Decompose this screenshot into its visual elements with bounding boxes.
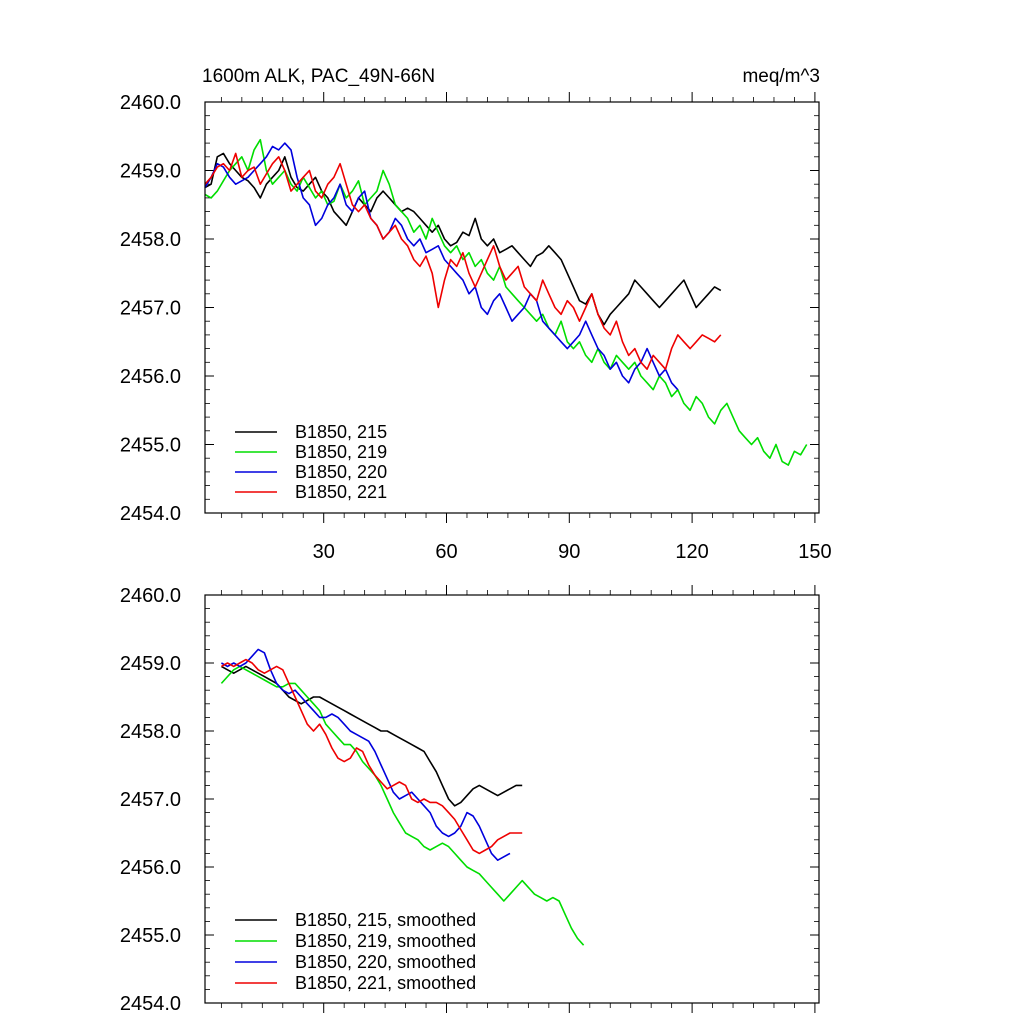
y-tick-label: 2459.0	[120, 653, 181, 675]
y-tick-label: 2456.0	[120, 857, 181, 879]
y-tick-label: 2454.0	[120, 503, 181, 525]
bottom-panel: 2454.0 2455.0 2456.0 2457.0 2458.0 2459.0 2460…	[120, 585, 820, 1015]
y-tick-label: 2460.0	[120, 585, 181, 607]
y-tick-label: 2457.0	[120, 789, 181, 811]
series-line-3	[204, 142, 679, 391]
legend-label: B1850, 215, smoothed	[295, 910, 476, 930]
legend-label: B1850, 221, smoothed	[295, 973, 476, 993]
top-series-lines	[204, 138, 808, 466]
top-ticks: 2454.0 2455.0 2456.0 2457.0 2458.0 2459.0 2460…	[120, 92, 832, 563]
y-tick-label: 2454.0	[120, 993, 181, 1015]
y-tick-label: 2458.0	[120, 229, 181, 251]
y-tick-label: 2456.0	[120, 366, 181, 388]
legend-label: B1850, 220, smoothed	[295, 952, 476, 972]
series-line-4	[221, 658, 523, 855]
series-line-1	[204, 152, 722, 326]
bottom-ticks: 2454.0 2455.0 2456.0 2457.0 2458.0 2459.0 2460…	[120, 585, 819, 1015]
legend-label: B1850, 219	[295, 442, 387, 462]
legend-label: B1850, 221	[295, 482, 387, 502]
legend-label: B1850, 215	[295, 422, 387, 442]
y-tick-label: 2455.0	[120, 925, 181, 947]
y-tick-label: 2455.0	[120, 435, 181, 457]
y-tick-label: 2460.0	[120, 92, 181, 114]
y-tick-label: 2457.0	[120, 298, 181, 320]
x-tick-label: 60	[435, 541, 457, 563]
series-line-1	[221, 665, 523, 807]
y-tick-label: 2459.0	[120, 161, 181, 183]
top-plot-frame	[204, 101, 820, 514]
x-tick-label: 150	[798, 541, 831, 563]
legend-label: B1850, 219, smoothed	[295, 931, 476, 951]
units-label: meq/m^3	[742, 66, 820, 87]
bottom-plot-frame	[204, 594, 820, 1004]
series-line-2	[220, 665, 585, 946]
series-line-2	[204, 138, 808, 466]
series-line-3	[221, 648, 511, 862]
bottom-series-lines	[220, 648, 585, 946]
legend-label: B1850, 220	[295, 462, 387, 482]
top-panel: 1600m ALK, PAC_49N-66N meq/m^3 2454.0245…	[120, 66, 832, 563]
series-line-4	[204, 152, 722, 371]
y-tick-label: 2458.0	[120, 721, 181, 743]
x-tick-label: 90	[558, 541, 580, 563]
x-tick-label: 30	[313, 541, 335, 563]
chart-title: 1600m ALK, PAC_49N-66N	[202, 66, 435, 87]
x-tick-label: 120	[675, 541, 708, 563]
